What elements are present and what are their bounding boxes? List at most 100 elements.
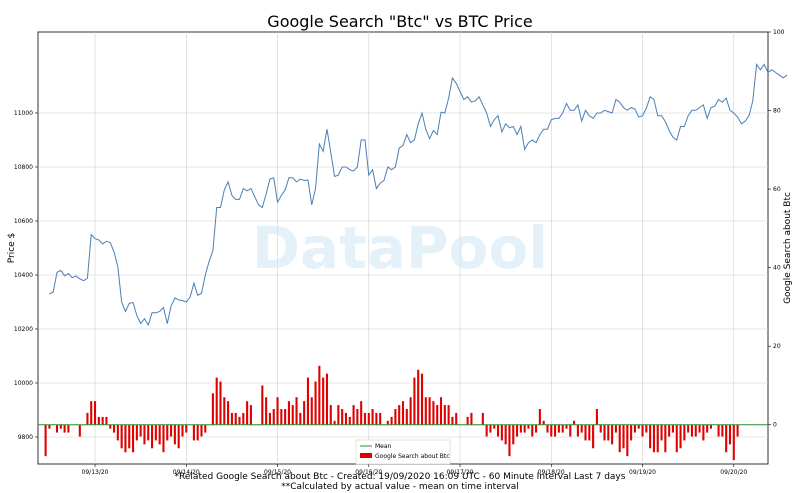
search-bar [652, 424, 655, 453]
search-bar [527, 424, 530, 429]
x-tick-label: 09/18/20 [538, 469, 565, 476]
search-bar [147, 424, 150, 441]
search-bar [173, 424, 176, 445]
search-bar [227, 401, 230, 425]
search-bar [234, 412, 237, 425]
search-bar [641, 424, 644, 437]
search-bar [550, 424, 553, 437]
footer-note-2: **Calculated by actual value - mean on t… [281, 482, 519, 492]
search-bar [181, 424, 184, 437]
search-bar [671, 424, 674, 433]
search-bar [325, 373, 329, 425]
x-tick-label: 09/15/20 [264, 469, 291, 476]
search-bar [687, 424, 690, 433]
search-bar [215, 377, 218, 425]
search-bar [485, 424, 488, 437]
search-bar [611, 424, 614, 445]
search-bar [413, 377, 416, 425]
search-bar [637, 424, 640, 429]
search-bar [249, 405, 252, 425]
search-bar [394, 409, 397, 425]
search-bar [93, 401, 97, 425]
search-bar [584, 424, 587, 441]
search-bar [561, 424, 564, 433]
search-bar [565, 424, 568, 429]
search-bar [128, 424, 131, 449]
search-bar [139, 424, 142, 437]
search-bar [542, 420, 545, 425]
search-bar [299, 412, 302, 425]
search-bar [497, 424, 500, 437]
search-bar [105, 416, 108, 425]
search-bar [367, 412, 370, 425]
search-bar [124, 424, 127, 453]
legend-search-swatch [360, 453, 372, 458]
footer-note-1: *Related Google Search about Btc - Creat… [174, 472, 626, 482]
search-bar [679, 424, 682, 449]
search-bar [706, 424, 709, 433]
search-bar [242, 412, 245, 425]
search-bar [432, 401, 435, 425]
search-bar [447, 405, 450, 425]
search-bar [516, 424, 519, 437]
search-bar [535, 424, 538, 433]
search-bar [626, 424, 629, 457]
search-bar [348, 416, 351, 425]
search-bar [116, 424, 119, 441]
search-bar [223, 397, 226, 425]
search-bar [287, 401, 290, 425]
right-tick-label: 60 [773, 186, 781, 193]
search-bar [261, 385, 264, 425]
search-bar [512, 424, 515, 445]
search-bar [576, 424, 579, 437]
search-bar [500, 424, 503, 441]
grid-lines [38, 32, 768, 464]
right-tick-label: 0 [773, 422, 777, 429]
search-bar [664, 424, 667, 453]
search-bar [504, 424, 507, 445]
search-bar [424, 397, 427, 425]
search-bar [732, 424, 735, 461]
search-bar [185, 424, 188, 433]
search-bar [470, 412, 473, 425]
search-bar [660, 424, 663, 441]
search-bar [333, 420, 336, 425]
search-bar [284, 409, 287, 425]
search-bar [204, 424, 207, 433]
search-bar [154, 424, 157, 441]
search-bar [721, 424, 724, 437]
search-bar [717, 424, 720, 437]
search-bar [519, 424, 522, 433]
search-bar [196, 424, 199, 441]
search-bar [595, 409, 598, 425]
search-bar [466, 416, 469, 425]
search-bar [63, 424, 66, 433]
search-bar [451, 416, 454, 425]
search-bar [523, 424, 526, 433]
left-axis-ticks: 9800 10000 10200 10400 10600 10800 11000 [14, 110, 38, 441]
search-bar [291, 405, 294, 425]
search-bar [379, 412, 382, 425]
search-bar [246, 401, 249, 425]
search-bar [428, 397, 431, 425]
search-bar [493, 424, 496, 429]
search-bar [120, 424, 123, 449]
right-axis-ticks: 0 20 40 60 80 100 [768, 29, 785, 429]
search-bar [318, 365, 321, 425]
search-bar [272, 409, 275, 425]
legend-mean-label: Mean [375, 443, 392, 450]
search-bar [295, 397, 298, 425]
chart-title: Google Search "Btc" vs BTC Price [267, 12, 533, 31]
search-bar [633, 424, 636, 433]
search-bar [230, 412, 233, 425]
search-bar [280, 409, 283, 425]
search-bar [489, 424, 492, 433]
search-bar [135, 424, 138, 441]
search-bar [177, 424, 180, 449]
search-bar [371, 409, 374, 425]
search-bar [265, 397, 268, 425]
search-bar [238, 416, 241, 425]
search-bar [329, 405, 332, 425]
search-bar [268, 412, 271, 425]
search-bar [546, 424, 549, 433]
